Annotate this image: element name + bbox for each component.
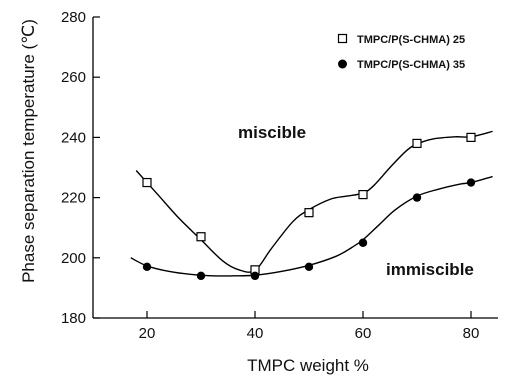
y-tick-label-180: 180 — [61, 310, 86, 327]
data-point-series-1-1 — [196, 271, 206, 281]
x-tick-label-80: 80 — [463, 325, 480, 342]
data-point-series-0-3 — [304, 208, 314, 218]
data-point-series-1-0 — [142, 262, 152, 272]
y-tick-label-260: 260 — [61, 69, 86, 86]
x-tick-label-60: 60 — [355, 325, 372, 342]
data-point-series-0-1 — [196, 232, 206, 242]
data-point-series-0-6 — [466, 132, 476, 142]
data-point-series-1-5 — [412, 193, 422, 202]
y-axis-title: Phase separation temperature (℃) — [19, 19, 38, 283]
data-point-series-1-4 — [358, 238, 368, 247]
x-tick-label-40: 40 — [247, 325, 264, 342]
data-point-series-1-3 — [304, 262, 314, 272]
curve-series-0 — [135, 130, 493, 273]
y-tick-label-200: 200 — [61, 250, 86, 267]
annotation-immiscible: immiscible — [386, 260, 474, 279]
annotation-miscible: miscible — [238, 123, 306, 142]
legend-label-series-25: TMPC/P(S-CHMA) 25 — [357, 34, 465, 46]
x-axis-title: TMPC weight % — [247, 356, 369, 375]
curve-series-1 — [130, 175, 493, 277]
data-markers — [142, 132, 476, 281]
data-point-series-1-6 — [466, 178, 476, 187]
data-point-series-0-4 — [358, 189, 368, 200]
legend-marker-series-35 — [338, 59, 347, 69]
fitted-curves — [130, 130, 493, 277]
y-tick-label-240: 240 — [61, 129, 86, 146]
legend-label-series-35: TMPC/P(S-CHMA) 35 — [357, 59, 465, 71]
axes: 180 200 220 240 260 280 20 40 60 80 — [61, 9, 498, 342]
data-point-series-1-2 — [250, 271, 260, 281]
legend: TMPC/P(S-CHMA) 25 TMPC/P(S-CHMA) 35 — [337, 33, 465, 71]
x-tick-label-20: 20 — [139, 325, 156, 342]
legend-marker-series-25 — [337, 33, 348, 44]
y-tick-label-280: 280 — [61, 9, 86, 26]
data-point-series-0-0 — [142, 177, 152, 188]
data-point-series-0-5 — [412, 138, 422, 149]
y-tick-label-220: 220 — [61, 190, 86, 207]
